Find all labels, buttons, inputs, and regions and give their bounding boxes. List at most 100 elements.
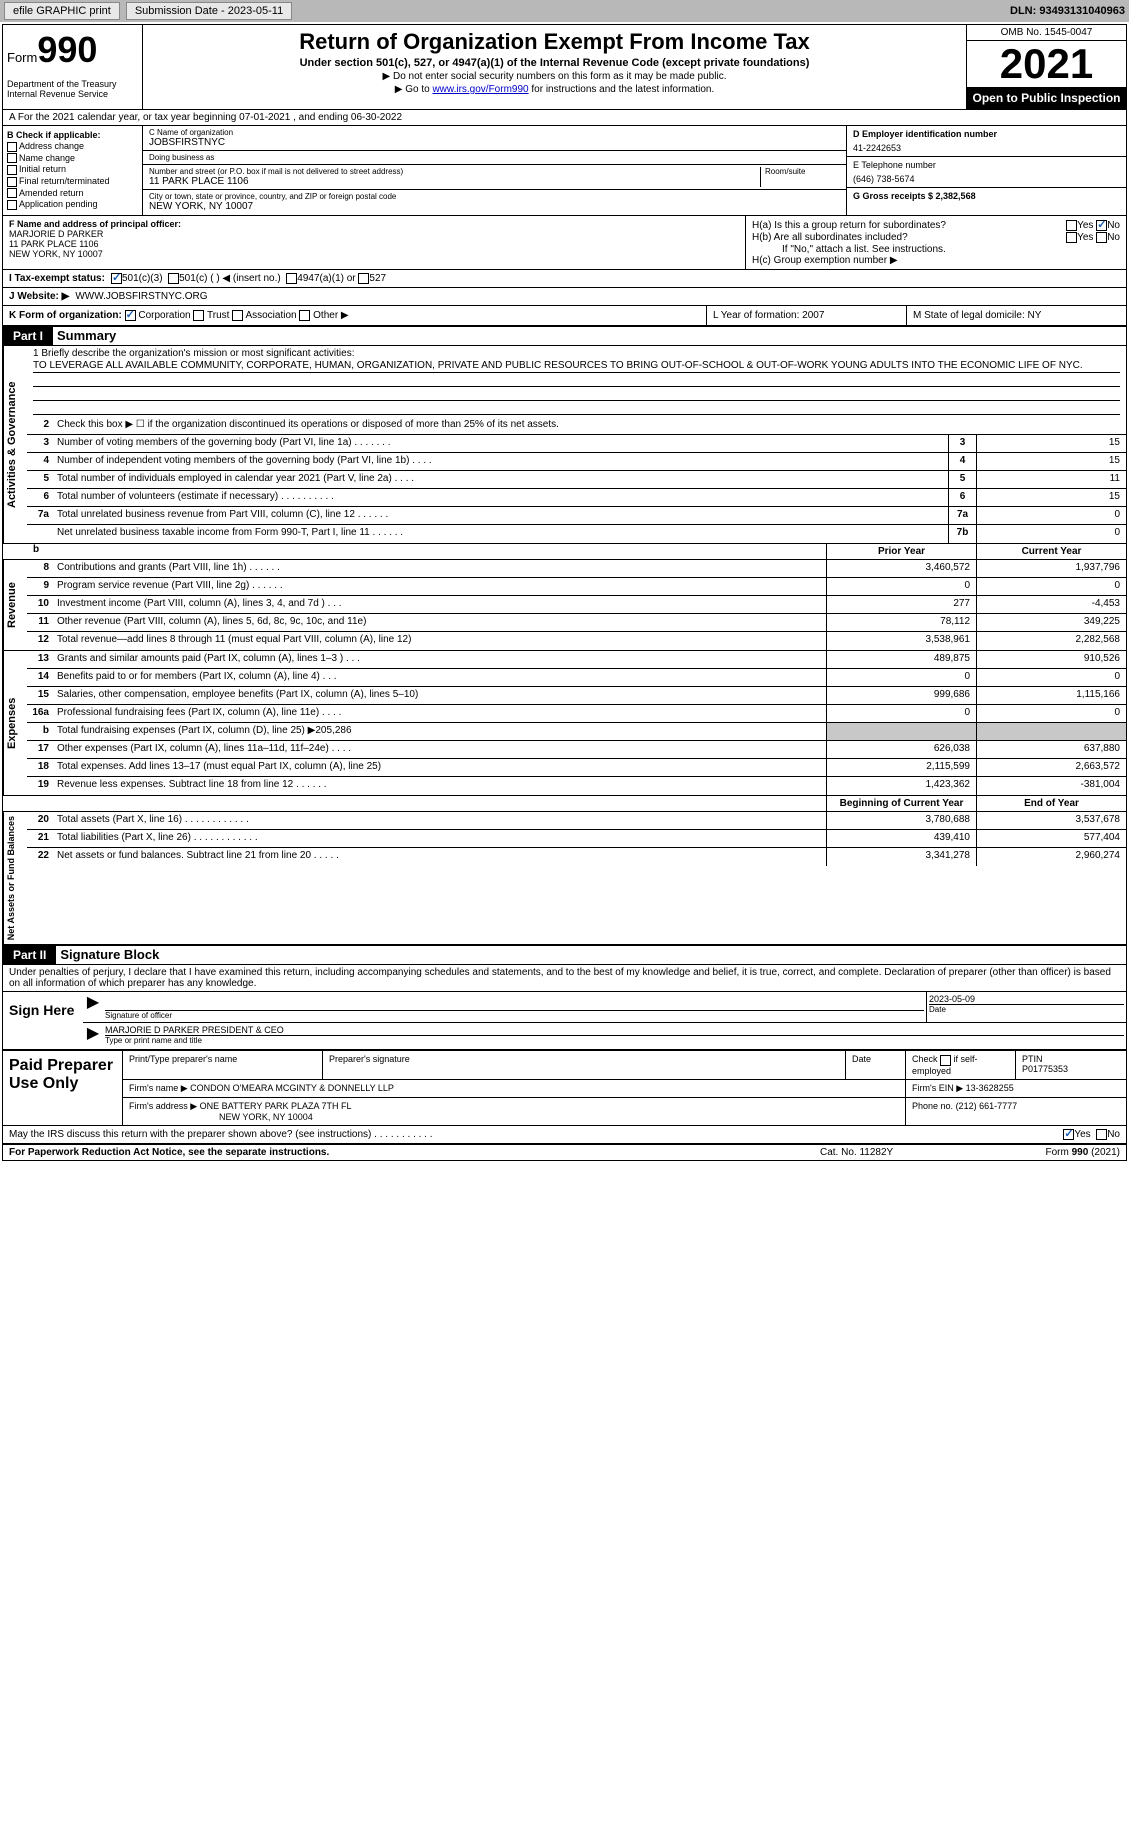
discuss-no[interactable] bbox=[1096, 1129, 1107, 1140]
gross-receipts: G Gross receipts $ 2,382,568 bbox=[853, 191, 1120, 201]
year-formation: L Year of formation: 2007 bbox=[706, 306, 906, 325]
rev-header-b: bPrior YearCurrent Year bbox=[3, 543, 1126, 560]
summary-line: 21Total liabilities (Part X, line 26) . … bbox=[27, 830, 1126, 848]
row-a-period: A For the 2021 calendar year, or tax yea… bbox=[3, 110, 1126, 126]
phone: (646) 738-5674 bbox=[853, 170, 1120, 184]
chk-self-employed[interactable] bbox=[940, 1055, 951, 1066]
hb-no[interactable] bbox=[1096, 232, 1107, 243]
signature-block: Under penalties of perjury, I declare th… bbox=[3, 965, 1126, 1050]
chk-trust[interactable] bbox=[193, 310, 204, 321]
chk-final-return[interactable]: Final return/terminated bbox=[7, 176, 138, 187]
group-return: H(a) Is this a group return for subordin… bbox=[746, 216, 1126, 269]
dln: DLN: 93493131040963 bbox=[1010, 5, 1125, 17]
row-j-website: J Website: ▶ WWW.JOBSFIRSTNYC.ORG bbox=[3, 288, 1126, 306]
website-url: WWW.JOBSFIRSTNYC.ORG bbox=[75, 291, 207, 302]
chk-527[interactable] bbox=[358, 273, 369, 284]
inspection-notice: Open to Public Inspection bbox=[967, 87, 1126, 109]
form-subtitle: Under section 501(c), 527, or 4947(a)(1)… bbox=[151, 57, 958, 69]
form-title: Return of Organization Exempt From Incom… bbox=[151, 29, 958, 55]
side-netassets: Net Assets or Fund Balances bbox=[3, 812, 27, 944]
summary-line: 22Net assets or fund balances. Subtract … bbox=[27, 848, 1126, 866]
chk-other[interactable] bbox=[299, 310, 310, 321]
ein: 41-2242653 bbox=[853, 139, 1120, 153]
hb-yes[interactable] bbox=[1066, 232, 1077, 243]
state-domicile: M State of legal domicile: NY bbox=[906, 306, 1126, 325]
chk-amended[interactable]: Amended return bbox=[7, 188, 138, 199]
side-expenses: Expenses bbox=[3, 651, 27, 795]
summary-line: 11Other revenue (Part VIII, column (A), … bbox=[27, 614, 1126, 632]
summary-line: 2Check this box ▶ ☐ if the organization … bbox=[27, 417, 1126, 435]
principal-officer: F Name and address of principal officer:… bbox=[3, 216, 746, 269]
column-b-checkboxes: B Check if applicable: Address change Na… bbox=[3, 126, 143, 215]
ptin: P01775353 bbox=[1022, 1064, 1120, 1074]
city-state-zip: NEW YORK, NY 10007 bbox=[149, 201, 840, 212]
summary-line: 3Number of voting members of the governi… bbox=[27, 435, 1126, 453]
firm-phone: (212) 661-7777 bbox=[956, 1101, 1018, 1111]
chk-address-change[interactable]: Address change bbox=[7, 141, 138, 152]
summary-line: Net unrelated business taxable income fr… bbox=[27, 525, 1126, 543]
chk-corp[interactable] bbox=[125, 310, 136, 321]
form-footer: For Paperwork Reduction Act Notice, see … bbox=[3, 1144, 1126, 1160]
chk-name-change[interactable]: Name change bbox=[7, 153, 138, 164]
row-k: K Form of organization: Corporation Trus… bbox=[3, 306, 1126, 327]
form-number: 990 bbox=[37, 29, 97, 70]
discuss-yes[interactable] bbox=[1063, 1129, 1074, 1140]
summary-revenue: Revenue 8Contributions and grants (Part … bbox=[3, 560, 1126, 650]
submission-date: Submission Date - 2023-05-11 bbox=[126, 2, 292, 20]
part-i-header: Part ISummary bbox=[3, 327, 1126, 346]
sign-here-label: Sign Here bbox=[3, 992, 83, 1049]
topbar: efile GRAPHIC print Submission Date - 20… bbox=[0, 0, 1129, 22]
ha-no[interactable] bbox=[1096, 220, 1107, 231]
ha-yes[interactable] bbox=[1066, 220, 1077, 231]
tax-year: 2021 bbox=[967, 41, 1126, 87]
department: Department of the Treasury Internal Reve… bbox=[7, 79, 138, 99]
summary-line: 9Program service revenue (Part VIII, lin… bbox=[27, 578, 1126, 596]
summary-line: bTotal fundraising expenses (Part IX, co… bbox=[27, 723, 1126, 741]
org-name: JOBSFIRSTNYC bbox=[149, 137, 840, 148]
form-990: Form990 Department of the Treasury Inter… bbox=[2, 24, 1127, 1161]
mission-text: TO LEVERAGE ALL AVAILABLE COMMUNITY, COR… bbox=[33, 359, 1120, 373]
form-prefix: Form bbox=[7, 50, 37, 65]
section-bcd: B Check if applicable: Address change Na… bbox=[3, 126, 1126, 216]
summary-line: 19Revenue less expenses. Subtract line 1… bbox=[27, 777, 1126, 795]
summary-line: 14Benefits paid to or for members (Part … bbox=[27, 669, 1126, 687]
summary-line: 12Total revenue—add lines 8 through 11 (… bbox=[27, 632, 1126, 650]
summary-netassets: Net Assets or Fund Balances 20Total asse… bbox=[3, 812, 1126, 944]
efile-button[interactable]: efile GRAPHIC print bbox=[4, 2, 120, 20]
omb-number: OMB No. 1545-0047 bbox=[967, 25, 1126, 41]
summary-line: 18Total expenses. Add lines 13–17 (must … bbox=[27, 759, 1126, 777]
street-address: 11 PARK PLACE 1106 bbox=[149, 176, 760, 187]
officer-name: MARJORIE D PARKER PRESIDENT & CEO bbox=[105, 1025, 1124, 1035]
chk-501c3[interactable] bbox=[111, 273, 122, 284]
summary-governance: Activities & Governance 1 Briefly descri… bbox=[3, 346, 1126, 543]
instruction-2: ▶ Go to www.irs.gov/Form990 for instruct… bbox=[151, 84, 958, 95]
part-ii-header: Part IISignature Block bbox=[3, 944, 1126, 965]
chk-4947[interactable] bbox=[286, 273, 297, 284]
summary-line: 10Investment income (Part VIII, column (… bbox=[27, 596, 1126, 614]
firm-name: CONDON O'MEARA MCGINTY & DONNELLY LLP bbox=[190, 1083, 394, 1093]
summary-line: 15Salaries, other compensation, employee… bbox=[27, 687, 1126, 705]
row-i-tax-status: I Tax-exempt status: 501(c)(3) 501(c) ( … bbox=[3, 270, 1126, 288]
firm-ein: 13-3628255 bbox=[966, 1083, 1014, 1093]
summary-line: 5Total number of individuals employed in… bbox=[27, 471, 1126, 489]
paid-preparer: Paid Preparer Use Only Print/Type prepar… bbox=[3, 1050, 1126, 1124]
summary-line: 16aProfessional fundraising fees (Part I… bbox=[27, 705, 1126, 723]
side-governance: Activities & Governance bbox=[3, 346, 27, 543]
summary-expenses: Expenses 13Grants and similar amounts pa… bbox=[3, 650, 1126, 795]
column-c-org: C Name of organization JOBSFIRSTNYC Doin… bbox=[143, 126, 846, 215]
summary-line: 20Total assets (Part X, line 16) . . . .… bbox=[27, 812, 1126, 830]
chk-pending[interactable]: Application pending bbox=[7, 199, 138, 210]
summary-line: 13Grants and similar amounts paid (Part … bbox=[27, 651, 1126, 669]
irs-link[interactable]: www.irs.gov/Form990 bbox=[432, 84, 528, 95]
instruction-1: ▶ Do not enter social security numbers o… bbox=[151, 71, 958, 82]
row-fh: F Name and address of principal officer:… bbox=[3, 216, 1126, 270]
summary-line: 8Contributions and grants (Part VIII, li… bbox=[27, 560, 1126, 578]
discuss-row: May the IRS discuss this return with the… bbox=[3, 1125, 1126, 1144]
summary-line: 7aTotal unrelated business revenue from … bbox=[27, 507, 1126, 525]
side-revenue: Revenue bbox=[3, 560, 27, 650]
column-d: D Employer identification number 41-2242… bbox=[846, 126, 1126, 215]
chk-initial-return[interactable]: Initial return bbox=[7, 164, 138, 175]
chk-501c[interactable] bbox=[168, 273, 179, 284]
chk-assoc[interactable] bbox=[232, 310, 243, 321]
summary-line: 17Other expenses (Part IX, column (A), l… bbox=[27, 741, 1126, 759]
